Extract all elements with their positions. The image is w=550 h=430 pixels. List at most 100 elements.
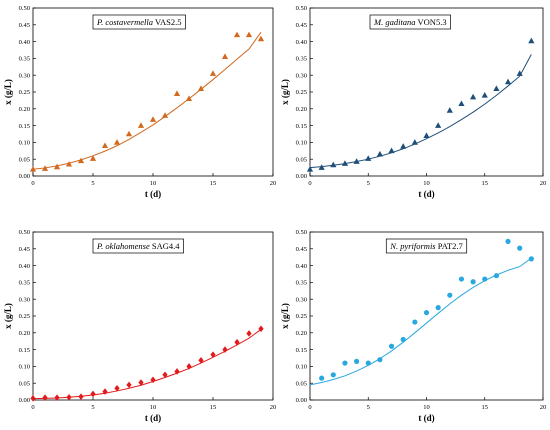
data-point <box>101 142 109 149</box>
data-point <box>66 394 72 401</box>
legend-strain: PAT2.7 <box>436 241 463 251</box>
y-tick-label: 0.50 <box>19 229 30 236</box>
data-point <box>41 165 49 171</box>
legend-species: N. pyriformis <box>389 241 436 251</box>
y-tick-label: 0.25 <box>19 313 30 320</box>
y-tick-label: 0.05 <box>296 380 307 387</box>
data-point <box>209 70 217 76</box>
x-tick-label: 10 <box>423 180 430 187</box>
chart-panel-1: 0.00 0.05 0.10 0.15 0.20 0.25 0.30 0.35 0.40 0.45… <box>3 5 276 199</box>
data-point <box>102 388 108 395</box>
data-point <box>470 93 477 100</box>
data-point <box>423 132 430 138</box>
data-point <box>138 379 144 386</box>
data-point <box>29 165 37 172</box>
x-tick-label: 20 <box>270 404 277 411</box>
plot-frame <box>32 231 274 401</box>
y-tick-label: 0.50 <box>19 5 30 12</box>
y-axis-label: x (g/L) <box>280 79 290 105</box>
y-tick-label: 0.30 <box>296 296 307 303</box>
y-tick-label: 0.25 <box>296 313 307 320</box>
data-point <box>221 53 229 60</box>
y-tick-label: 0.35 <box>19 56 30 63</box>
y-tick-label: 0.00 <box>296 397 307 404</box>
y-tick-label: 0.00 <box>19 397 30 404</box>
x-tick-label: 15 <box>482 404 489 411</box>
x-tick-label: 15 <box>210 404 217 411</box>
x-tick-label: 20 <box>540 404 547 411</box>
y-tick-label: 0.05 <box>19 380 30 387</box>
x-tick-label: 10 <box>150 404 157 411</box>
data-point <box>493 85 500 91</box>
y-tick-label: 0.25 <box>296 89 307 96</box>
legend: P. oklahomense SAG4.4 <box>92 238 184 254</box>
data-point <box>377 357 383 363</box>
data-point <box>528 256 534 262</box>
x-tick-label: 0 <box>308 404 311 411</box>
y-axis-label: x (g/L) <box>280 303 290 329</box>
data-point <box>376 150 383 157</box>
data-point <box>245 31 253 38</box>
data-point <box>89 155 97 161</box>
data-point <box>306 165 314 172</box>
data-point <box>90 390 96 398</box>
data-point <box>233 31 241 38</box>
data-point <box>65 160 73 167</box>
x-tick-label: 20 <box>270 180 277 187</box>
data-point <box>516 70 523 76</box>
data-point <box>342 360 348 366</box>
data-point <box>185 95 193 102</box>
legend-box <box>385 238 468 254</box>
data-point <box>161 112 169 118</box>
y-tick-label: 0.35 <box>296 56 307 63</box>
y-tick-label: 0.05 <box>19 156 30 163</box>
x-tick-label: 20 <box>540 180 547 187</box>
chart-panel-4: 0.00 0.05 0.10 0.15 0.20 0.25 0.30 0.35 0.40 0.45… <box>280 229 546 423</box>
y-tick-label: 0.20 <box>19 106 30 113</box>
y-tick-label: 0.25 <box>19 89 30 96</box>
x-tick-label: 5 <box>367 404 370 411</box>
data-point <box>354 358 360 364</box>
data-point <box>319 375 325 381</box>
data-point <box>30 395 36 402</box>
legend-entry: P. oklahomense SAG4.4 <box>96 241 180 251</box>
data-point <box>78 393 84 400</box>
data-point <box>388 343 395 349</box>
y-tick-label: 0.50 <box>296 5 307 12</box>
y-tick-label: 0.30 <box>19 72 30 79</box>
y-tick-label: 0.15 <box>19 123 30 130</box>
data-point <box>197 85 205 91</box>
data-point <box>330 372 336 378</box>
data-point <box>125 130 133 137</box>
y-tick-label: 0.15 <box>19 347 30 354</box>
y-tick-label: 0.20 <box>296 330 307 337</box>
data-point <box>210 351 216 358</box>
data-point <box>517 245 523 251</box>
data-point <box>365 155 372 161</box>
data-point <box>330 161 337 168</box>
legend: P. costavermella VAS2.5 <box>92 14 186 30</box>
y-axis-label: x (g/L) <box>3 79 13 105</box>
x-axis-label: t (d) <box>145 189 161 199</box>
y-tick-label: 0.00 <box>296 173 307 180</box>
plot-frame <box>309 7 544 177</box>
x-tick-label: 5 <box>367 180 370 187</box>
data-point <box>222 346 228 353</box>
x-tick-label: 10 <box>423 404 430 411</box>
legend-entry: P. costavermella VAS2.5 <box>96 17 182 27</box>
x-axis-label: t (d) <box>418 189 434 199</box>
x-tick-label: 10 <box>150 180 157 187</box>
data-point <box>42 394 48 401</box>
y-tick-label: 0.35 <box>296 280 307 287</box>
data-point <box>411 139 418 145</box>
data-point <box>77 157 85 164</box>
y-tick-label: 0.20 <box>296 106 307 113</box>
y-tick-label: 0.15 <box>296 123 307 130</box>
y-tick-label: 0.10 <box>296 364 307 371</box>
data-point <box>341 160 349 166</box>
legend-box <box>92 238 184 254</box>
y-axis-label: x (g/L) <box>3 303 13 329</box>
data-point <box>447 292 453 298</box>
y-tick-label: 0.15 <box>296 347 307 354</box>
data-point <box>388 147 395 154</box>
